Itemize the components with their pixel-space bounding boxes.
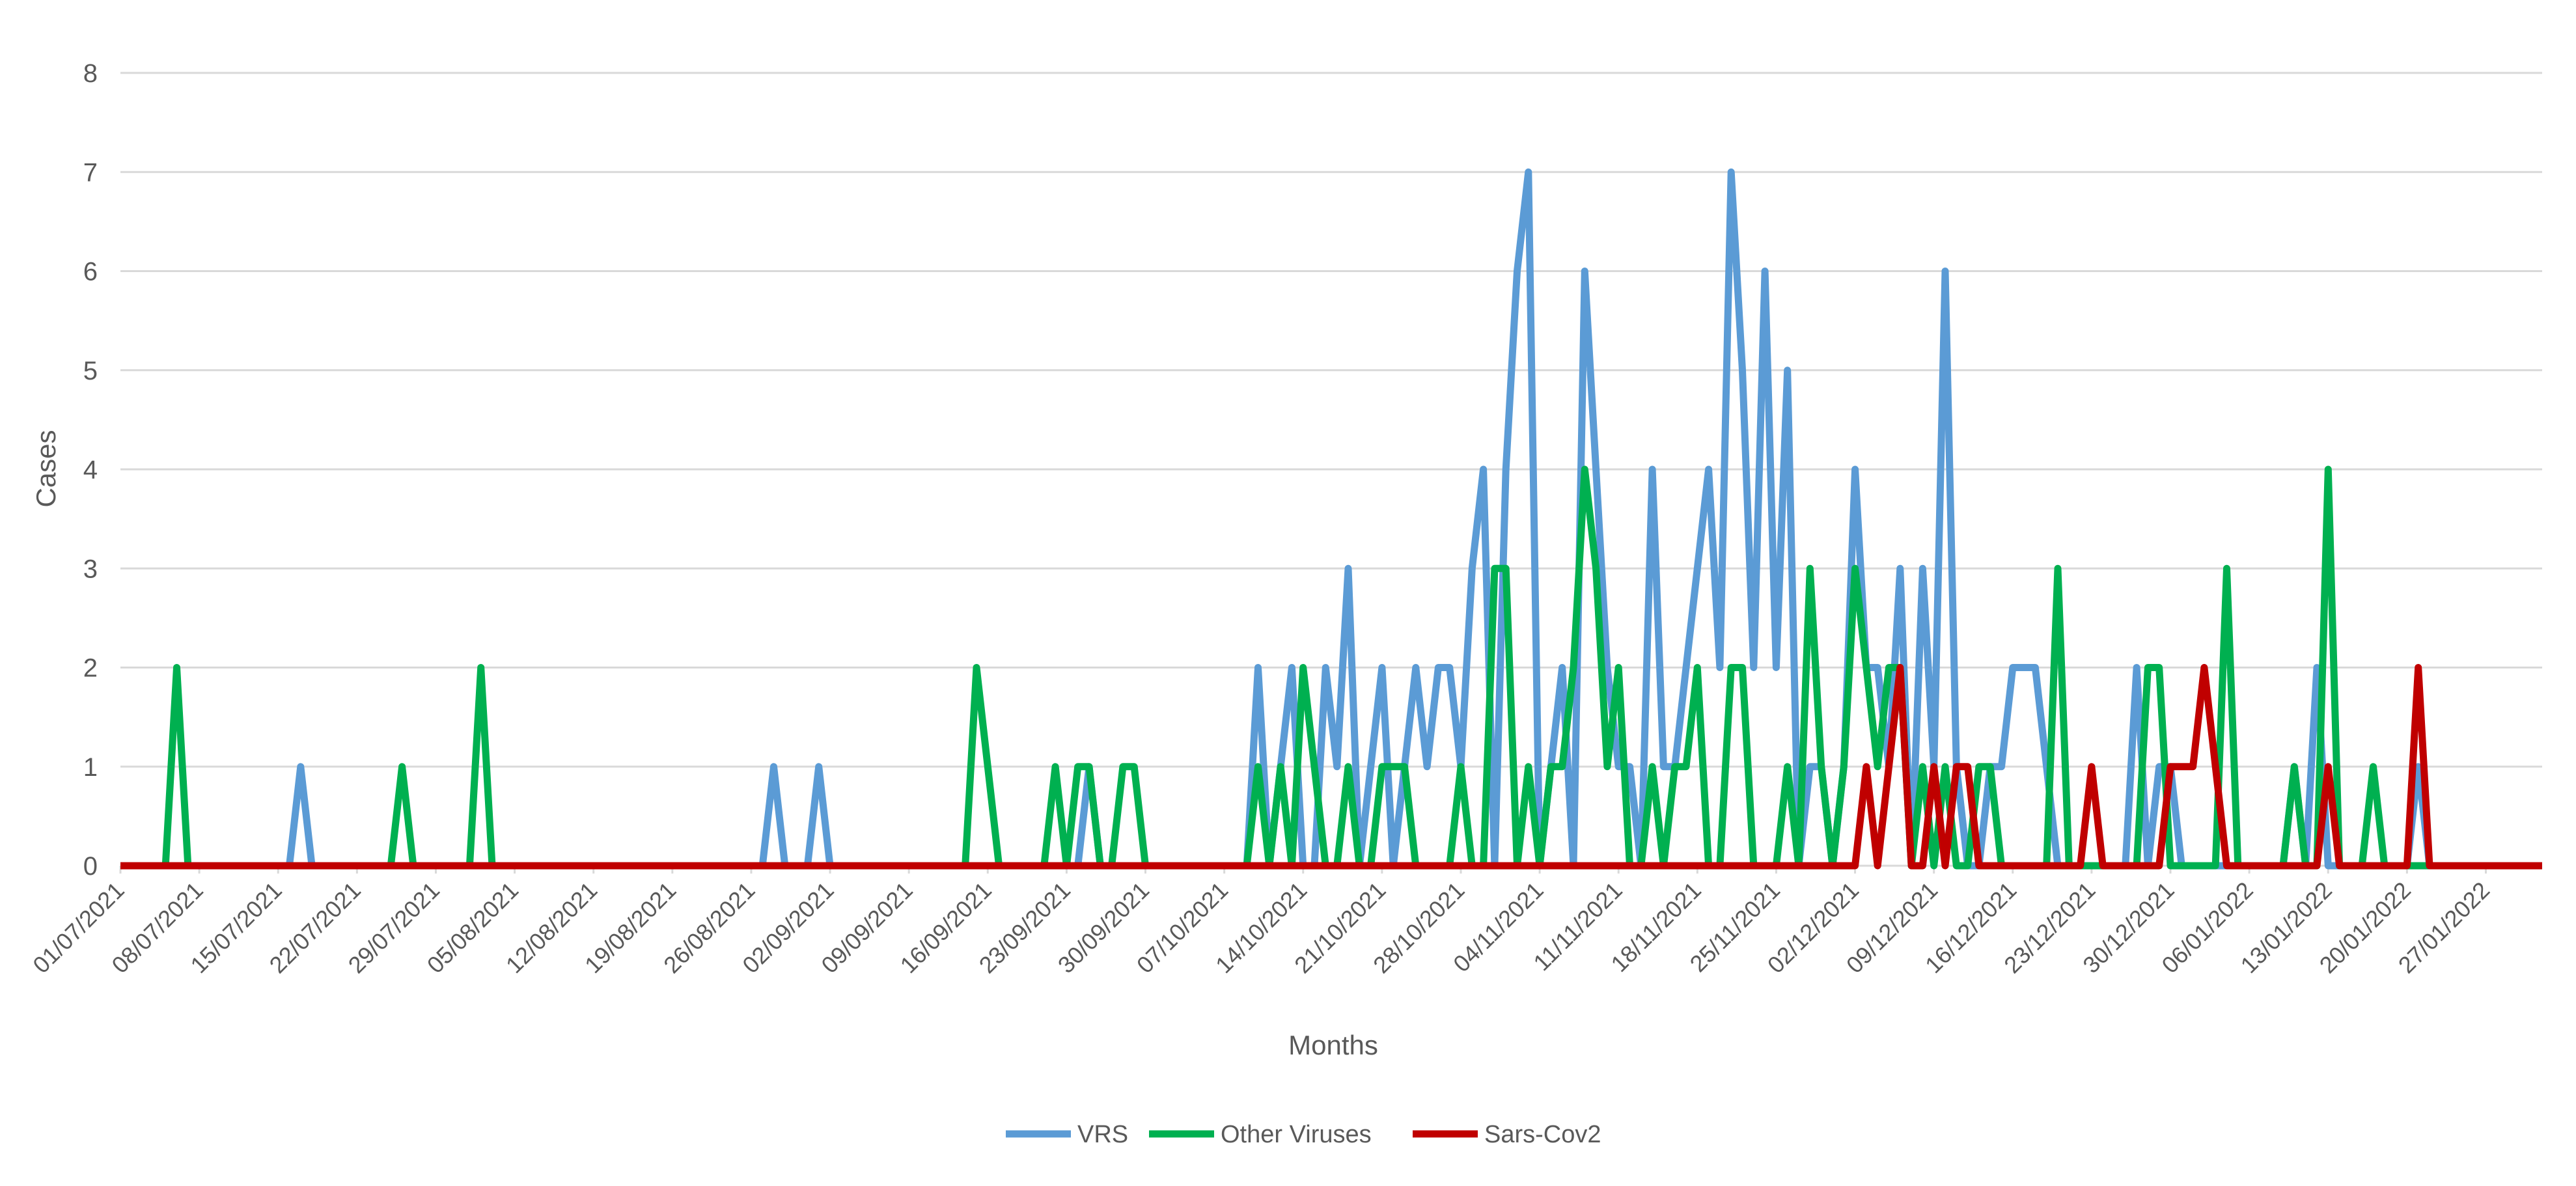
- series-line-sars-cov2: [120, 664, 2542, 870]
- y-tick-label: 3: [83, 555, 98, 583]
- y-tick-label: 6: [83, 258, 98, 286]
- series-line-vrs: [120, 168, 2542, 870]
- legend-label: Sars-Cov2: [1484, 1121, 1601, 1148]
- y-tick-label: 0: [83, 852, 98, 881]
- gridlines: [120, 72, 2542, 867]
- x-axis-title: Months: [1288, 1030, 1378, 1060]
- y-tick-label: 1: [83, 753, 98, 782]
- x-axis-ticks: 01/07/202108/07/202115/07/202122/07/2021…: [27, 866, 2495, 978]
- y-tick-label: 5: [83, 357, 98, 385]
- legend-label: Other Viruses: [1221, 1121, 1372, 1148]
- y-tick-label: 8: [83, 59, 98, 88]
- y-tick-label: 7: [83, 158, 98, 187]
- y-axis-ticks: 0 1 2 3 4 5 6 7 8: [83, 59, 98, 881]
- y-tick-label: 4: [83, 456, 98, 484]
- legend: VRS Other Viruses Sars-Cov2: [1006, 1121, 1601, 1148]
- series-line-other-viruses: [120, 465, 2542, 870]
- legend-label: VRS: [1077, 1121, 1128, 1148]
- y-tick-label: 2: [83, 654, 98, 683]
- series-lines: [120, 168, 2542, 870]
- y-axis-title: Cases: [31, 430, 61, 507]
